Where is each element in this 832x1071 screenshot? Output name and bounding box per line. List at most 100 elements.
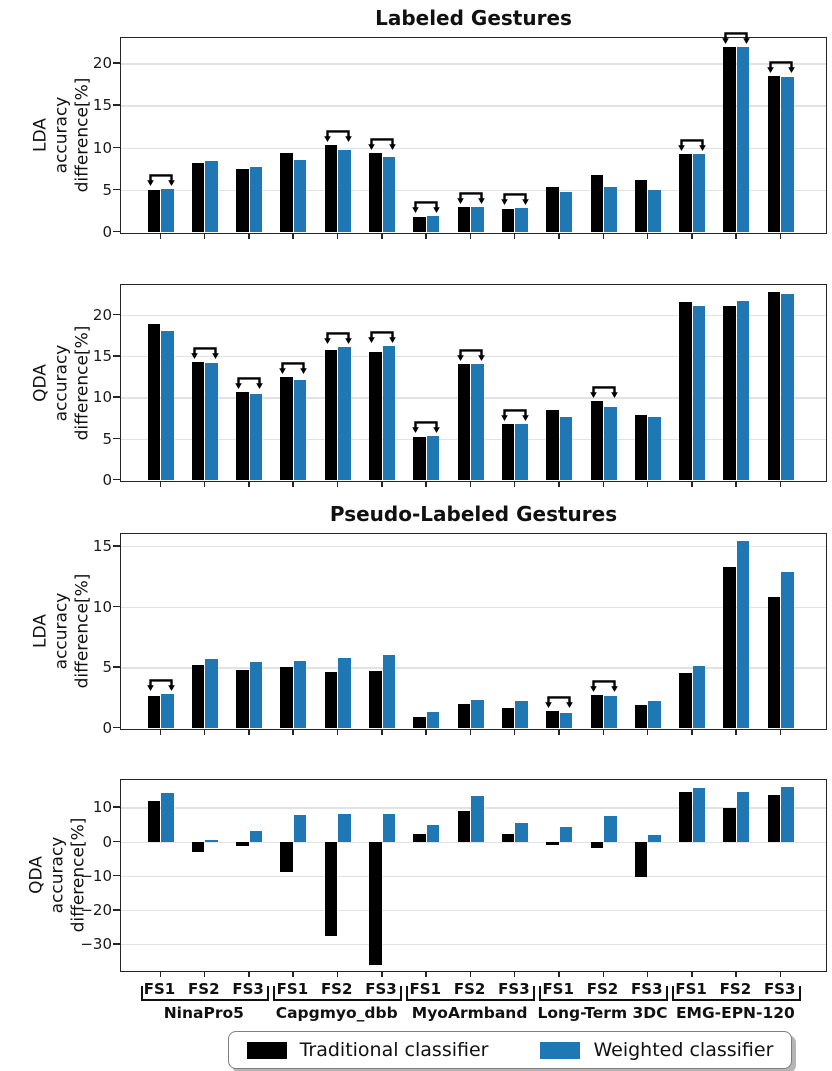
x-tick-mark: [646, 730, 649, 735]
bar-traditional: [147, 189, 160, 232]
bar-weighted: [205, 658, 218, 728]
x-tick-mark: [248, 482, 250, 487]
bar-weighted: [471, 699, 484, 728]
y-tick-label: 10: [92, 597, 112, 616]
bar-traditional: [369, 152, 382, 232]
x-tick-mark: [602, 234, 605, 239]
x-tick-mark: [292, 482, 294, 487]
gridline: [121, 909, 826, 912]
bar-traditional: [634, 704, 648, 728]
x-tick-mark: [691, 482, 693, 487]
x-tick-mark: [381, 482, 383, 487]
bar-weighted: [515, 701, 528, 728]
bar-weighted: [604, 187, 617, 232]
y-tick-mark: [113, 396, 120, 398]
bar-weighted: [692, 787, 706, 842]
significance-arrow-icon: [456, 191, 485, 204]
x-tick-mark: [691, 234, 693, 239]
bar-traditional: [457, 703, 471, 728]
bar-traditional: [723, 47, 736, 232]
x-tick-mark: [425, 730, 427, 735]
y-tick-mark: [113, 146, 120, 149]
gridline: [121, 355, 826, 358]
significance-arrow-icon: [501, 193, 529, 206]
gridline: [121, 105, 826, 107]
bar-traditional: [501, 708, 515, 728]
bar-traditional: [546, 710, 559, 728]
significance-arrow-icon: [501, 408, 529, 421]
y-tick-mark: [113, 874, 120, 877]
bar-weighted: [426, 215, 440, 232]
bar-weighted: [205, 362, 218, 480]
x-tick-mark: [381, 234, 383, 239]
significance-arrow-icon: [412, 200, 441, 213]
bar-weighted: [338, 150, 351, 232]
x-tick-mark: [381, 730, 383, 735]
bar-traditional: [590, 174, 603, 232]
gridline: [121, 944, 826, 946]
x-tick-label: FS1: [542, 980, 574, 998]
bar-traditional: [457, 810, 471, 842]
bar-weighted: [338, 814, 351, 842]
bar-weighted: [205, 839, 218, 842]
bar-weighted: [648, 189, 661, 232]
y-tick-label: 10: [92, 388, 112, 407]
bar-traditional: [546, 841, 559, 845]
bar-weighted: [515, 423, 528, 480]
bar-weighted: [559, 192, 573, 232]
significance-arrow-icon: [589, 680, 618, 693]
y-tick-label: 0: [102, 222, 112, 241]
dataset-label: Long-Term 3DC: [537, 1004, 668, 1022]
x-tick-label: FS1: [276, 980, 309, 998]
y-axis-label-qda-labeled: QDA accuracy difference[%]: [30, 325, 93, 441]
bar-weighted: [161, 792, 174, 842]
y-tick-mark: [113, 230, 120, 233]
significance-arrow-icon: [146, 174, 175, 186]
chart-title-labeled: Labeled Gestures: [375, 6, 572, 30]
x-tick-label: FS1: [675, 980, 707, 998]
y-tick-label: −20: [80, 900, 112, 919]
x-tick-mark: [425, 234, 427, 239]
bar-traditional: [723, 306, 736, 480]
legend: Traditional classifier Weighted classifi…: [228, 1031, 792, 1069]
bar-weighted: [604, 407, 617, 480]
y-tick-label: −10: [80, 866, 112, 885]
y-tick-mark: [113, 666, 120, 668]
y-tick-label: 0: [102, 718, 112, 737]
x-tick-mark: [735, 972, 737, 977]
bar-weighted: [604, 696, 617, 728]
x-tick-label: FS3: [498, 980, 530, 998]
y-tick-label: 20: [92, 54, 112, 73]
bar-traditional: [147, 696, 160, 728]
bar-traditional: [590, 401, 603, 480]
x-tick-label: FS2: [188, 980, 220, 998]
bar-weighted: [205, 161, 218, 232]
bar-weighted: [249, 166, 263, 232]
x-tick-mark: [513, 730, 516, 735]
bar-traditional: [147, 800, 160, 842]
x-tick-mark: [469, 234, 472, 239]
x-tick-label: FS1: [143, 980, 176, 998]
x-tick-label: FS3: [232, 980, 264, 998]
bar-traditional: [324, 350, 338, 480]
x-tick-mark: [558, 482, 560, 487]
bar-weighted: [293, 814, 307, 842]
x-tick-mark: [469, 482, 472, 487]
x-tick-label: FS2: [586, 980, 619, 998]
y-tick-label: 5: [102, 180, 112, 199]
bar-traditional: [324, 672, 338, 728]
legend-swatch-traditional: [246, 1041, 287, 1059]
significance-arrow-icon: [323, 332, 352, 344]
bar-weighted: [382, 156, 395, 232]
y-axis-label-lda-labeled: LDA accuracy difference[%]: [30, 77, 93, 193]
x-tick-mark: [425, 482, 427, 487]
bar-weighted: [382, 655, 395, 728]
bar-traditional: [280, 153, 293, 232]
bar-traditional: [324, 841, 338, 936]
bar-traditional: [236, 169, 249, 232]
bar-traditional: [546, 409, 559, 480]
bar-traditional: [369, 351, 382, 480]
x-tick-mark: [602, 730, 605, 735]
x-tick-mark: [779, 482, 782, 487]
bar-traditional: [723, 566, 736, 728]
